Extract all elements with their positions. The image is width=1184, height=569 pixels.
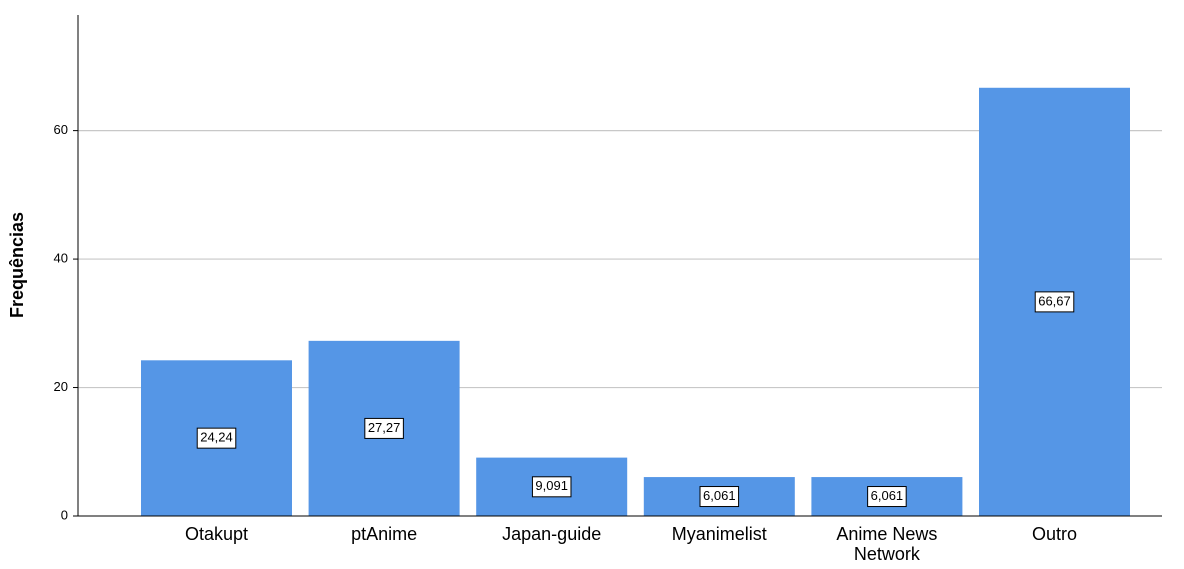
value-label-box: [531, 476, 572, 498]
value-label-box: [867, 486, 907, 508]
y-tick-label: 0: [61, 507, 68, 522]
value-label-text: 6,061: [871, 488, 904, 503]
y-tick-label: 40: [54, 251, 68, 266]
value-label: 9,091: [531, 476, 572, 498]
value-label-text: 9,091: [535, 478, 568, 493]
value-label-box: [699, 486, 740, 508]
value-label-text: 66,67: [1038, 293, 1071, 308]
value-label: 27,27: [364, 417, 404, 439]
y-axis-label: Frequências: [7, 212, 27, 318]
y-tick-label: 60: [54, 122, 68, 137]
x-tick-label: ptAnime: [351, 524, 418, 544]
value-label-text: 24,24: [200, 430, 233, 445]
value-label-box: [1034, 291, 1075, 313]
value-label: 6,061: [867, 486, 907, 508]
value-label: 24,24: [196, 427, 237, 449]
y-tick-label: 20: [54, 379, 68, 394]
value-label: 6,061: [699, 486, 740, 508]
x-tick-label: Otakupt: [184, 524, 249, 544]
value-label-box: [196, 427, 237, 449]
x-tick-label: Anime News Network: [836, 524, 938, 564]
value-label-text: 6,061: [703, 488, 736, 503]
x-tick-label: Outro: [1031, 524, 1078, 544]
value-label-text: 27,27: [368, 420, 401, 435]
x-tick-label: Japan-guide: [502, 524, 602, 544]
value-label-box: [364, 417, 404, 439]
x-tick-label: Myanimelist: [671, 524, 767, 544]
value-label: 66,67: [1034, 291, 1075, 313]
